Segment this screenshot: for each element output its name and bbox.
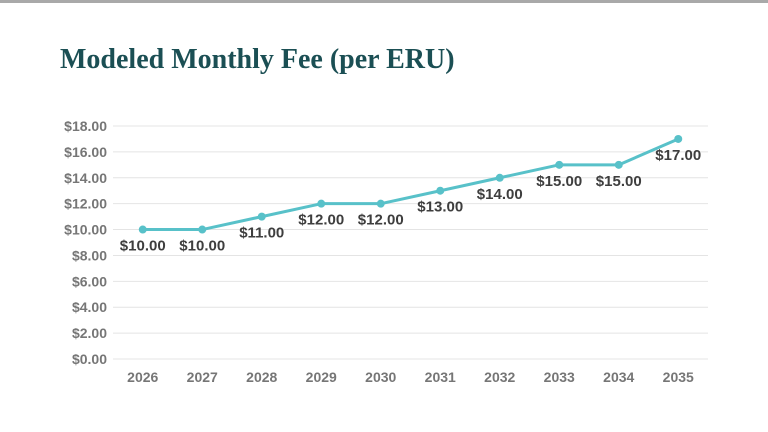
x-axis-tick-label: 2028 (246, 369, 277, 385)
y-axis-tick-label: $0.00 (72, 351, 107, 367)
data-point-marker (436, 186, 445, 195)
data-point-marker (495, 173, 504, 182)
y-axis-tick-label: $18.00 (64, 118, 107, 134)
data-point-label: $10.00 (179, 238, 225, 255)
data-point-label: $12.00 (298, 212, 344, 229)
y-axis-tick-label: $6.00 (72, 273, 107, 289)
data-point-label: $10.00 (120, 238, 166, 255)
data-point-label: $17.00 (655, 147, 701, 164)
x-axis-tick-label: 2029 (306, 369, 337, 385)
data-point-marker (614, 160, 623, 169)
x-axis-tick-label: 2031 (425, 369, 456, 385)
data-point-label: $14.00 (477, 186, 523, 203)
y-axis-tick-label: $10.00 (64, 222, 107, 238)
data-point-label: $15.00 (536, 173, 582, 190)
chart-title: Modeled Monthly Fee (per ERU) (60, 44, 455, 75)
data-point-marker (674, 134, 683, 143)
data-point-marker (317, 199, 326, 208)
x-axis-tick-label: 2030 (365, 369, 396, 385)
x-axis-tick-label: 2033 (544, 369, 575, 385)
data-point-marker (555, 160, 564, 169)
series-line (141, 137, 680, 232)
data-point-label: $11.00 (239, 225, 284, 242)
y-axis-tick-label: $14.00 (64, 170, 107, 186)
x-axis-tick-label: 2035 (663, 369, 694, 385)
y-axis-tick-label: $2.00 (72, 325, 107, 341)
y-axis-tick-label: $12.00 (64, 196, 107, 212)
x-axis-tick-label: 2034 (603, 369, 634, 385)
top-accent-bar (0, 0, 768, 3)
data-point-label: $15.00 (596, 173, 642, 190)
y-axis-tick-label: $4.00 (72, 299, 107, 315)
y-axis-tick-label: $16.00 (64, 144, 107, 160)
x-axis-tick-label: 2032 (484, 369, 515, 385)
data-point-label: $12.00 (358, 212, 404, 229)
x-axis-tick-label: 2027 (187, 369, 218, 385)
data-point-marker (138, 225, 147, 234)
data-point-label: $13.00 (417, 199, 463, 216)
data-point-marker (198, 225, 207, 234)
data-point-marker (257, 212, 266, 221)
x-axis-tick-label: 2026 (127, 369, 158, 385)
y-axis-tick-label: $8.00 (72, 247, 107, 263)
data-point-marker (376, 199, 385, 208)
